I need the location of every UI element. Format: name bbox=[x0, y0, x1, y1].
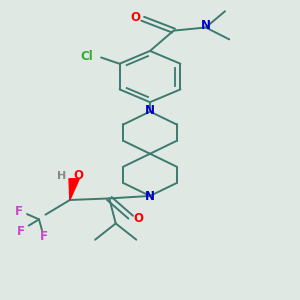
Text: O: O bbox=[74, 169, 83, 182]
Text: H: H bbox=[57, 171, 66, 181]
Text: N: N bbox=[145, 104, 155, 117]
Text: Cl: Cl bbox=[81, 50, 93, 63]
Text: O: O bbox=[134, 212, 143, 225]
Text: N: N bbox=[145, 190, 155, 203]
Polygon shape bbox=[69, 179, 79, 200]
Text: O: O bbox=[130, 11, 140, 24]
Text: N: N bbox=[201, 20, 211, 32]
Text: F: F bbox=[14, 205, 22, 218]
Text: F: F bbox=[40, 230, 48, 243]
Text: F: F bbox=[17, 225, 25, 239]
